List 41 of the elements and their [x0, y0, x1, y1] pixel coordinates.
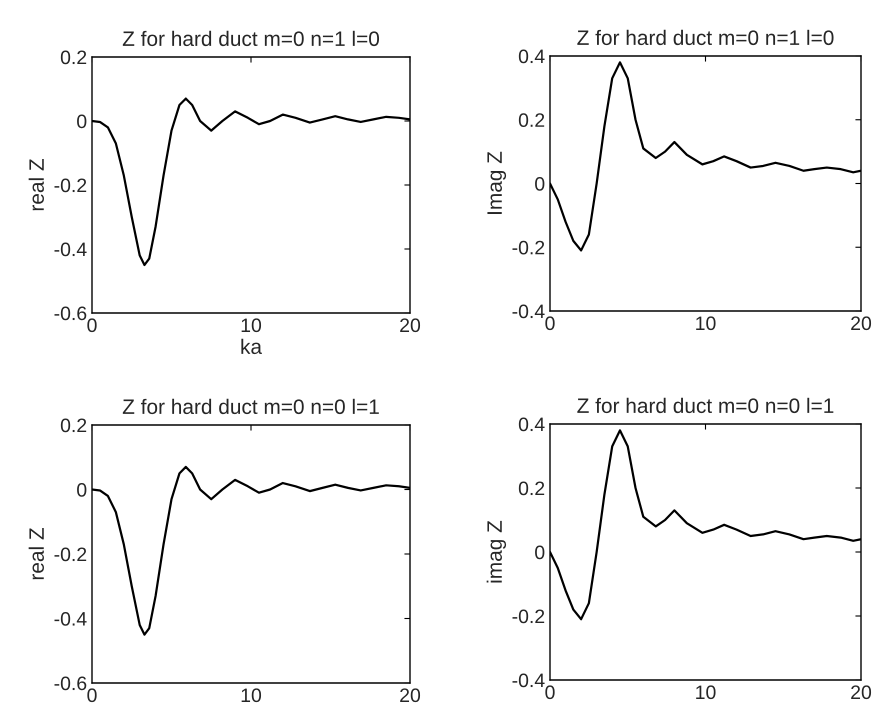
y-tick-label: 0 [77, 482, 86, 497]
y-tick-label: 0 [535, 545, 544, 560]
y-axis-title: imag Z [486, 520, 506, 582]
x-tick-label: 10 [242, 318, 262, 332]
y-tick-label: 0 [77, 114, 86, 128]
y-tick-label: 0.4 [518, 417, 545, 432]
chart-title: Z for hard duct m=0 n=1 l=0 [577, 30, 834, 46]
x-tick-label: 10 [242, 688, 262, 702]
y-tick-label: -0.4 [54, 242, 87, 256]
x-tick-label: 0 [545, 685, 555, 700]
x-tick-label: 0 [87, 688, 97, 702]
y-tick-label: -0.2 [54, 178, 86, 192]
y-tick-label: 0.4 [518, 49, 545, 64]
y-tick-label: -0.6 [54, 676, 86, 690]
chart-title: Z for hard duct m=0 n=0 l=1 [122, 398, 379, 414]
y-axis-title: Imag Z [487, 152, 506, 214]
x-tick-label: 20 [851, 316, 872, 330]
x-tick-label: 0 [545, 316, 555, 330]
y-tick-label: -0.2 [512, 240, 544, 254]
x-axis-title: ka [241, 338, 262, 354]
y-tick-label: -0.2 [512, 609, 544, 624]
x-tick-label: 10 [696, 685, 716, 700]
y-tick-label: -0.4 [512, 304, 545, 318]
y-tick-label: -0.6 [54, 306, 86, 320]
y-axis-title: real Z [28, 159, 44, 210]
chart-title: Z for hard duct m=0 n=0 l=1 [577, 398, 834, 414]
x-tick-label: 20 [400, 688, 420, 702]
y-tick-label: 0 [535, 176, 544, 191]
x-tick-label: 20 [851, 685, 872, 700]
y-tick-label: -0.4 [54, 612, 87, 626]
y-tick-label: 0.2 [60, 50, 86, 64]
y-tick-label: 0.2 [518, 113, 544, 127]
y-tick-label: 0.2 [518, 481, 544, 496]
x-tick-label: 20 [400, 318, 420, 332]
y-tick-label: -0.4 [512, 673, 545, 688]
x-tick-label: 10 [696, 316, 716, 330]
y-axis-title: real Z [28, 528, 44, 580]
y-tick-label: 0.2 [60, 418, 86, 432]
x-tick-label: 0 [87, 318, 97, 332]
chart-title: Z for hard duct m=0 n=1 l=0 [122, 30, 380, 46]
y-tick-label: -0.2 [54, 547, 86, 562]
